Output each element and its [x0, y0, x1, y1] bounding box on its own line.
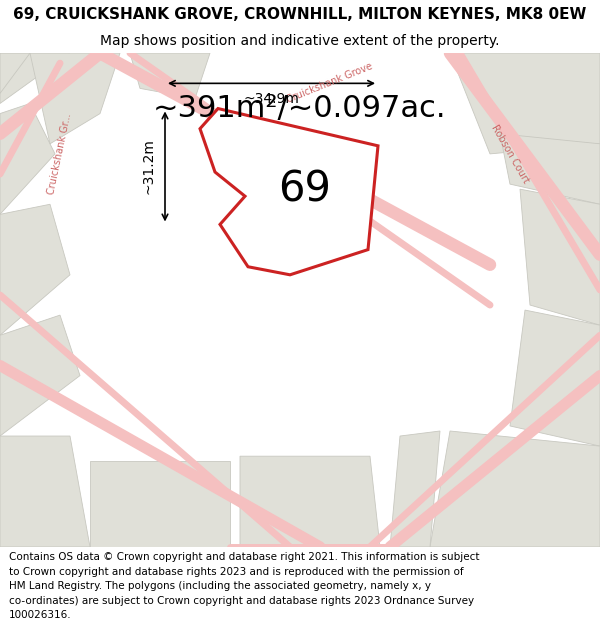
Text: 69: 69 [278, 168, 331, 210]
Polygon shape [520, 189, 600, 325]
Text: Map shows position and indicative extent of the property.: Map shows position and indicative extent… [100, 34, 500, 48]
Polygon shape [450, 53, 600, 154]
Polygon shape [240, 456, 380, 547]
Text: Contains OS data © Crown copyright and database right 2021. This information is : Contains OS data © Crown copyright and d… [9, 552, 479, 562]
Polygon shape [0, 104, 55, 214]
Polygon shape [0, 53, 30, 93]
Polygon shape [510, 310, 600, 446]
Polygon shape [390, 431, 440, 547]
Text: 69, CRUICKSHANK GROVE, CROWNHILL, MILTON KEYNES, MK8 0EW: 69, CRUICKSHANK GROVE, CROWNHILL, MILTON… [13, 8, 587, 22]
Polygon shape [500, 134, 600, 204]
Polygon shape [200, 109, 378, 275]
Text: ~34.9m: ~34.9m [244, 92, 299, 106]
Text: ~31.2m: ~31.2m [142, 139, 156, 194]
Text: Cruickshank Grove: Cruickshank Grove [286, 61, 374, 105]
Text: Cruickshank Gr...: Cruickshank Gr... [47, 112, 73, 196]
Text: 100026316.: 100026316. [9, 610, 71, 620]
Text: ~391m²/~0.097ac.: ~391m²/~0.097ac. [153, 94, 447, 123]
Polygon shape [0, 315, 80, 436]
Polygon shape [30, 53, 120, 144]
Polygon shape [0, 436, 90, 547]
Text: to Crown copyright and database rights 2023 and is reproduced with the permissio: to Crown copyright and database rights 2… [9, 567, 464, 577]
Polygon shape [130, 53, 210, 99]
Polygon shape [430, 431, 600, 547]
Polygon shape [90, 461, 230, 547]
Text: HM Land Registry. The polygons (including the associated geometry, namely x, y: HM Land Registry. The polygons (includin… [9, 581, 431, 591]
Polygon shape [0, 204, 70, 335]
Polygon shape [0, 53, 70, 104]
Text: co-ordinates) are subject to Crown copyright and database rights 2023 Ordnance S: co-ordinates) are subject to Crown copyr… [9, 596, 474, 606]
Text: Robson Court: Robson Court [489, 123, 531, 185]
